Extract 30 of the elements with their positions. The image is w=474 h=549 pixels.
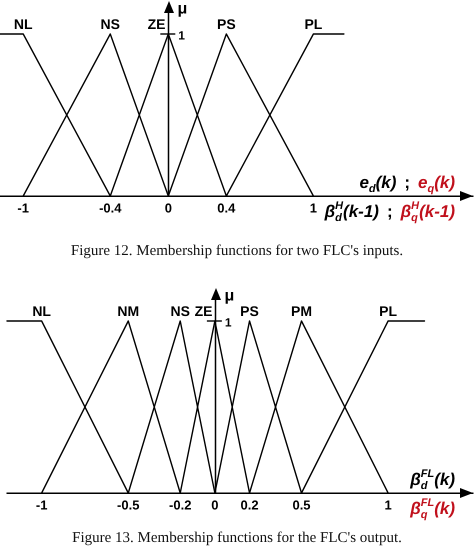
annotation: 1: [224, 315, 232, 330]
y-axis-title: μ: [178, 0, 188, 18]
x-tick-label: 0.2: [240, 497, 259, 512]
legend-label: ZE: [194, 303, 212, 319]
series-label: NS: [100, 16, 120, 32]
x-tick-label: -0.2: [169, 497, 192, 512]
x-tick-label: -1: [36, 497, 48, 512]
series-label: PL: [304, 16, 323, 32]
series-label: PL: [379, 303, 398, 319]
x-tick-label: 0.4: [217, 200, 236, 216]
legend-label: ZE: [148, 16, 166, 32]
y-axis-title: μ: [224, 287, 234, 304]
series-label: PS: [240, 303, 259, 319]
series-label: NM: [117, 303, 140, 319]
x-tick-label: -0.5: [117, 497, 140, 512]
caption: Figure 12. Membership functions for two FLC's inputs.: [70, 243, 404, 259]
x-tick-label: 1: [384, 497, 392, 512]
series-label: NS: [170, 303, 190, 319]
series-label: NL: [32, 303, 52, 319]
series-label: PM: [291, 303, 312, 319]
caption: Figure 13. Membership functions for the FLC's output.: [72, 530, 402, 546]
annotation: 1: [178, 28, 186, 42]
x-tick-label: 1: [310, 200, 318, 216]
series-label: NL: [14, 16, 33, 32]
x-tick-label: -1: [17, 200, 29, 216]
x-tick-label: 0: [164, 200, 172, 216]
x-tick-label: -0.4: [99, 200, 122, 216]
x-tick-label: 0: [211, 497, 218, 512]
x-tick-label: 0.5: [292, 497, 311, 512]
series-label: PS: [217, 16, 236, 32]
